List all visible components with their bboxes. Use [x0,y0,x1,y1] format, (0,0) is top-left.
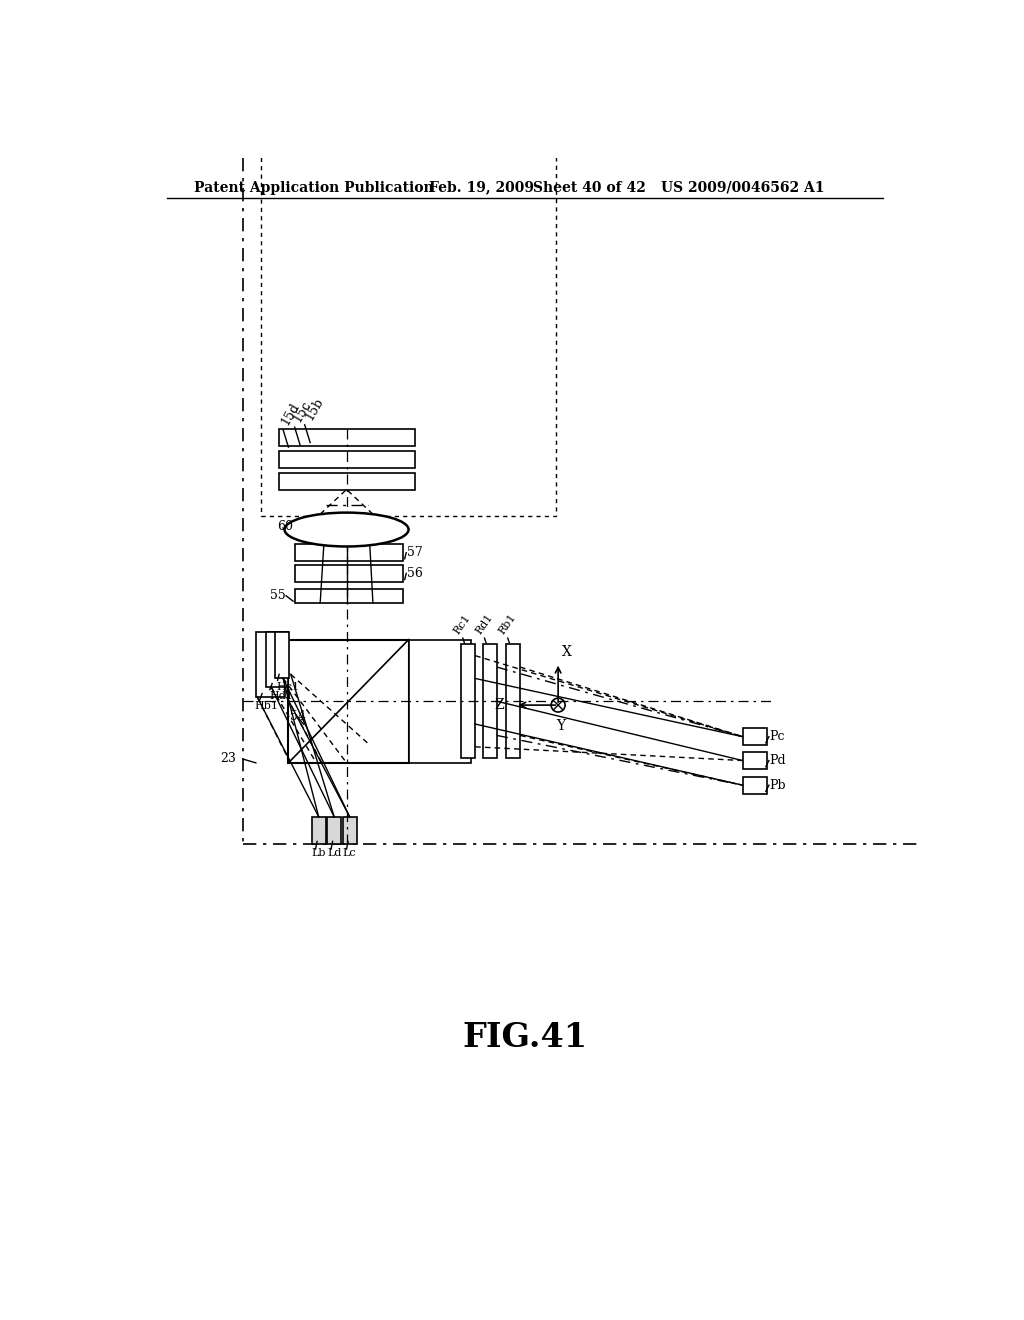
Bar [742,752,767,770]
Text: US 2009/0046562 A1: US 2009/0046562 A1 [662,181,824,194]
Bar [483,644,497,758]
Text: Pd: Pd [770,754,786,767]
Ellipse shape [285,512,409,546]
Bar [461,644,475,758]
Text: Lc: Lc [343,849,356,858]
Text: 60: 60 [276,520,293,533]
Text: 57: 57 [407,546,423,560]
Bar [256,632,286,697]
Bar [506,644,520,758]
Bar [343,817,356,843]
Text: 15d: 15d [280,400,302,428]
Text: Rb1: Rb1 [497,612,518,636]
Text: 55: 55 [269,589,286,602]
Text: Rd1: Rd1 [474,612,495,636]
Text: Rc1: Rc1 [452,612,472,636]
Bar [280,429,415,446]
Text: 54: 54 [290,710,306,723]
Bar [295,589,403,603]
Bar [409,640,471,763]
Text: Hd1: Hd1 [269,692,293,701]
Text: Hc1: Hc1 [276,682,300,692]
Bar [295,544,403,561]
Text: Patent Application Publication: Patent Application Publication [194,181,433,194]
Text: 15c: 15c [291,399,313,425]
Text: Lb: Lb [311,849,326,858]
Bar [311,817,326,843]
Text: FIG.41: FIG.41 [462,1022,588,1055]
Bar [280,473,415,490]
Text: 15b: 15b [302,395,326,422]
Bar [266,632,288,688]
Bar [295,565,403,582]
Text: 23: 23 [220,752,237,766]
Text: Sheet 40 of 42: Sheet 40 of 42 [534,181,646,194]
Bar [742,776,767,793]
Text: Pb: Pb [770,779,786,792]
Bar [742,729,767,744]
Text: 56: 56 [407,566,423,579]
Text: Z: Z [495,698,504,711]
Text: Y: Y [556,719,565,733]
Bar [280,451,415,469]
Text: Feb. 19, 2009: Feb. 19, 2009 [429,181,534,194]
Text: X: X [562,645,571,659]
Text: Ld: Ld [327,849,341,858]
Bar [289,640,409,763]
Text: Hb1: Hb1 [254,701,279,711]
Bar [275,632,289,678]
Text: Pc: Pc [770,730,785,743]
Bar [328,817,341,843]
